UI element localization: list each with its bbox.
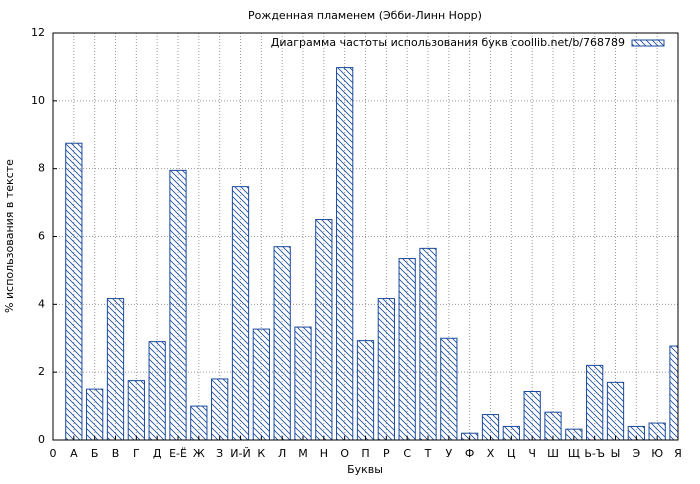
x-tick-label: С — [403, 447, 411, 460]
x-tick-label: Р — [383, 447, 390, 460]
x-tick-label: Б — [91, 447, 99, 460]
x-tick-label: 0 — [50, 447, 57, 460]
legend-label: Диаграмма частоты использования букв coo… — [271, 36, 625, 49]
x-tick-label: Ш — [547, 447, 559, 460]
bar — [440, 337, 458, 440]
x-tick-label: Д — [153, 447, 162, 460]
bars — [65, 67, 678, 440]
bar — [148, 341, 166, 440]
x-tick-label: М — [298, 447, 308, 460]
x-tick-label: В — [112, 447, 120, 460]
x-tick-label: У — [445, 447, 452, 460]
y-tick-label: 2 — [38, 365, 45, 378]
x-tick-label: Е-Ё — [169, 447, 187, 460]
bar — [481, 414, 500, 440]
bar — [294, 326, 312, 440]
x-tick-label: Ф — [465, 447, 474, 460]
x-tick-label: А — [70, 447, 78, 460]
y-tick-label: 10 — [31, 94, 45, 107]
bar — [190, 405, 208, 440]
bar — [86, 388, 104, 440]
bar — [65, 142, 83, 440]
x-tick-label: Х — [487, 447, 495, 460]
bar — [565, 428, 583, 440]
bar — [544, 411, 562, 440]
x-tick-label: Э — [632, 447, 640, 460]
x-tick-label: Щ — [568, 447, 580, 460]
bar — [273, 246, 291, 440]
bar — [252, 328, 270, 440]
bar — [106, 298, 125, 440]
x-tick-label: И-Й — [230, 447, 250, 460]
bar — [356, 340, 375, 440]
x-tick-label: Я — [674, 447, 682, 460]
bar — [315, 219, 333, 440]
bar — [669, 345, 678, 440]
x-axis-label: Буквы — [347, 463, 383, 476]
bar — [377, 298, 395, 440]
legend: Диаграмма частоты использования букв coo… — [271, 36, 665, 49]
x-tick-label: Ь-Ъ — [584, 447, 605, 460]
bar — [127, 380, 145, 440]
x-tick-label: Ц — [507, 447, 516, 460]
bar — [336, 67, 354, 440]
y-tick-label: 4 — [38, 297, 45, 310]
x-tick-label: Л — [278, 447, 286, 460]
y-axis-label: % использования в тексте — [3, 159, 16, 313]
y-tick-label: 8 — [38, 162, 45, 175]
legend-swatch — [631, 39, 665, 47]
x-tick-label: Т — [424, 447, 432, 460]
bar — [586, 364, 604, 440]
x-tick-label: Г — [133, 447, 140, 460]
x-tick-label: П — [361, 447, 369, 460]
y-tick-label: 0 — [38, 433, 45, 446]
bar — [169, 169, 187, 440]
x-tick-label: Ю — [651, 447, 663, 460]
chart-title: Рожденная пламенем (Эбби-Линн Норр) — [248, 9, 482, 22]
bar — [211, 378, 229, 440]
x-tick-label: Ж — [193, 447, 205, 460]
bar — [606, 381, 625, 440]
bar — [523, 390, 541, 440]
x-tick-label: Н — [320, 447, 328, 460]
x-tick-label: З — [216, 447, 223, 460]
x-tick-label: О — [340, 447, 349, 460]
x-tick-label: К — [257, 447, 265, 460]
y-tick-label: 12 — [31, 26, 45, 39]
bar — [419, 247, 437, 440]
bar — [231, 186, 250, 440]
x-tick-label: Ы — [611, 447, 621, 460]
bar — [398, 258, 416, 440]
x-tick-label: Ч — [528, 447, 536, 460]
y-tick-label: 6 — [38, 230, 45, 243]
